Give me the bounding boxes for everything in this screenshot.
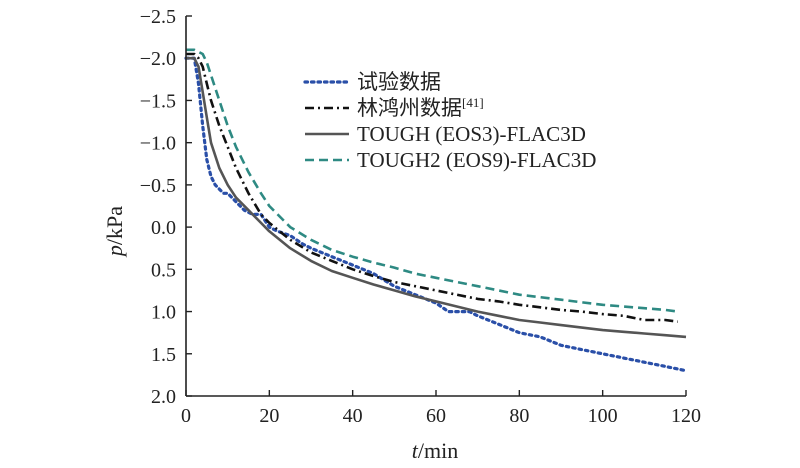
legend-label-1: 试验数据 bbox=[357, 70, 441, 94]
x-axis-title: t/min bbox=[412, 438, 458, 463]
y-tick-label-2: −1.5 bbox=[140, 90, 176, 112]
series-line-2 bbox=[186, 52, 678, 323]
y-axis-variable: p bbox=[102, 245, 127, 258]
y-axis-title: p/kPa bbox=[102, 206, 127, 258]
x-axis-variable: t bbox=[412, 438, 419, 463]
y-tick-label-4: −0.5 bbox=[140, 175, 176, 197]
y-tick-label-1: −2.0 bbox=[140, 48, 176, 70]
legend-label-3: TOUGH (EOS3)-FLAC3D bbox=[357, 122, 586, 146]
legend-citation-2: [41] bbox=[462, 95, 484, 110]
y-tick-label-8: 1.5 bbox=[151, 344, 176, 366]
series-layer bbox=[184, 48, 688, 373]
x-tick-label-4: 80 bbox=[509, 405, 529, 427]
x-tick-label-0: 0 bbox=[181, 405, 191, 427]
x-tick-label-2: 40 bbox=[343, 405, 363, 427]
x-tick-label-1: 20 bbox=[259, 405, 279, 427]
series-line-3 bbox=[186, 56, 687, 339]
y-tick-label-9: 2.0 bbox=[151, 386, 176, 408]
x-axis-unit: /min bbox=[418, 438, 458, 463]
y-tick-label-3: −1.0 bbox=[140, 133, 176, 155]
y-tick-label-0: −2.5 bbox=[140, 6, 176, 28]
x-tick-label-5: 100 bbox=[588, 405, 618, 427]
y-axis-unit: /kPa bbox=[102, 206, 127, 245]
y-tick-label-7: 1.0 bbox=[151, 302, 176, 324]
x-tick-label-6: 120 bbox=[671, 405, 701, 427]
x-tick-label-3: 60 bbox=[426, 405, 446, 427]
legend-label-4: TOUGH2 (EOS9)-FLAC3D bbox=[357, 148, 596, 172]
y-tick-label-5: 0.0 bbox=[151, 217, 176, 239]
axes bbox=[185, 16, 686, 397]
legend-label-2: 林鸿州数据[41] bbox=[357, 95, 484, 120]
series-line-1 bbox=[184, 56, 688, 373]
tick-labels: −2.5 −2.0 −1.5 −1.0 −0.5 0.0 0.5 1.0 1.5 2.00 20 40… bbox=[140, 6, 701, 427]
y-tick-label-6: 0.5 bbox=[151, 259, 176, 281]
